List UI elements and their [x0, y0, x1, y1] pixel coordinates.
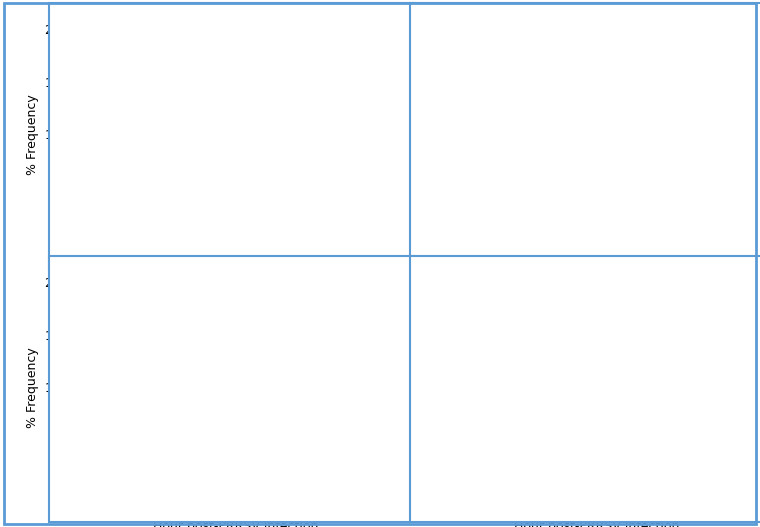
CD4+PS+ cell: [301, 79, 310, 85]
Legend: TFL4+PS+ cell, CD8+highPS+ cell, CD4+PS+ cell: TFL4+PS+ cell, CD8+highPS+ cell, CD4+PS+…: [435, 225, 760, 235]
TFL4+PS+ cell: [662, 63, 671, 69]
CD4+PS+ cell: [662, 57, 671, 64]
CD8+highPS+ cell: [516, 432, 525, 438]
CD4+PS+ cell: [119, 112, 128, 119]
CD4+PS+ cell: [662, 316, 671, 322]
CD4+PS+ cell: [155, 129, 164, 135]
CD8+PS+ cell: [82, 192, 91, 199]
TFL4+PS+ cell: [735, 60, 744, 66]
Line: CD4+PS+ cell: CD4+PS+ cell: [84, 297, 382, 462]
CD8+PS+ cell: [589, 186, 598, 192]
CD8+PS+ cell: [155, 131, 164, 138]
TFL4+PS+ cell: [119, 123, 128, 129]
TFL4+PS+ cell: [443, 477, 452, 483]
CD8+PS+ cell: [516, 149, 525, 155]
TFL4+PS+ cell: [374, 308, 383, 315]
CD4+PS+ cell: [589, 437, 598, 443]
TFL4+PS+ cell: [662, 458, 671, 464]
CD8+PS+ cell: [301, 121, 310, 127]
TFL4+PS+ cell: [155, 147, 164, 153]
X-axis label: Hour post-PRRSV infection: Hour post-PRRSV infection: [153, 520, 318, 527]
X-axis label: Hours POst-PRRSV Infection: Hours POst-PRRSV Infection: [510, 267, 683, 280]
TFL4+PS+ cell: [735, 463, 744, 470]
Y-axis label: % Frequency: % Frequency: [387, 347, 400, 428]
CD8+highPS+ cell: [374, 471, 383, 477]
Title: Sow2 effector and autologous target: Sow2 effector and autologous target: [101, 12, 370, 26]
TFL4+PS+ cell: [480, 447, 489, 454]
TFL4+PS+ cell: [301, 337, 310, 343]
Line: CD4+PS+ cell: CD4+PS+ cell: [445, 306, 743, 474]
TFL4+PS+ cell: [480, 163, 489, 169]
CD4+PS+ cell: [443, 203, 452, 209]
CD4+PS+ cell: [735, 47, 744, 53]
CD8+PS+ cell: [443, 204, 452, 210]
Line: CD8+PS+ cell: CD8+PS+ cell: [445, 102, 743, 210]
CD8+highPS+ cell: [662, 460, 671, 466]
TFL4+PS+ cell: [516, 428, 525, 435]
Y-axis label: % Frequency: % Frequency: [26, 347, 39, 428]
Line: TFL4+PS+ cell: TFL4+PS+ cell: [445, 429, 743, 483]
Line: CD8+PS+ cell: CD8+PS+ cell: [84, 111, 382, 198]
TFL4+PS+ cell: [589, 194, 598, 201]
CD4+PS+ cell: [228, 152, 237, 159]
CD8+highPS+ cell: [443, 474, 452, 480]
CD8+PS+ cell: [662, 102, 671, 108]
Line: TFL4+PS+ cell: TFL4+PS+ cell: [84, 309, 382, 474]
CD8+PS+ cell: [374, 110, 383, 116]
CD4+PS+ cell: [119, 368, 128, 375]
Legend: TFL4+PS+ cell, CD8+highPS+ cell, CD4+PS+ cell: TFL4+PS+ cell, CD8+highPS+ cell, CD4+PS+…: [74, 225, 421, 235]
CD8+PS+ cell: [119, 119, 128, 125]
CD8+highPS+ cell: [82, 471, 91, 477]
CD8+highPS+ cell: [228, 455, 237, 461]
CD8+highPS+ cell: [735, 469, 744, 475]
Line: CD8+highPS+ cell: CD8+highPS+ cell: [445, 432, 743, 480]
CD4+PS+ cell: [480, 149, 489, 155]
X-axis label: Hours Post-PRRSV Infection: Hours Post-PRRSV Infection: [150, 267, 321, 280]
TFL4+PS+ cell: [516, 171, 525, 178]
CD8+highPS+ cell: [480, 456, 489, 462]
CD4+PS+ cell: [82, 456, 91, 462]
TFL4+PS+ cell: [374, 55, 383, 62]
Title: Sow 2 effector and autologous target: Sow 2 effector and autologous target: [99, 265, 372, 279]
Line: CD4+PS+ cell: CD4+PS+ cell: [445, 47, 743, 209]
CD8+highPS+ cell: [119, 416, 128, 422]
TFL4+PS+ cell: [301, 89, 310, 95]
TFL4+PS+ cell: [82, 216, 91, 222]
X-axis label: Hour post-PRRSV infection: Hour post-PRRSV infection: [514, 520, 679, 527]
Title: Sow 2 effector and sow 676 target: Sow 2 effector and sow 676 target: [470, 265, 724, 279]
TFL4+PS+ cell: [228, 152, 237, 159]
CD8+highPS+ cell: [155, 407, 164, 414]
Title: Sow2 effector and Sow676 target: Sow2 effector and Sow676 target: [473, 12, 720, 26]
TFL4+PS+ cell: [155, 400, 164, 406]
Y-axis label: % Frequency: % Frequency: [26, 94, 39, 175]
CD4+PS+ cell: [155, 384, 164, 391]
TFL4+PS+ cell: [228, 424, 237, 431]
CD4+PS+ cell: [480, 405, 489, 412]
CD4+PS+ cell: [443, 469, 452, 475]
CD4+PS+ cell: [301, 334, 310, 340]
TFL4+PS+ cell: [589, 447, 598, 454]
Y-axis label: % Frequency: % Frequency: [387, 94, 400, 175]
CD4+PS+ cell: [516, 149, 525, 155]
CD4+PS+ cell: [516, 405, 525, 412]
CD4+PS+ cell: [228, 407, 237, 414]
Line: CD8+highPS+ cell: CD8+highPS+ cell: [84, 408, 382, 476]
CD4+PS+ cell: [374, 42, 383, 48]
Line: TFL4+PS+ cell: TFL4+PS+ cell: [84, 56, 382, 221]
CD4+PS+ cell: [82, 189, 91, 196]
CD4+PS+ cell: [589, 184, 598, 190]
CD8+PS+ cell: [480, 163, 489, 169]
TFL4+PS+ cell: [82, 469, 91, 475]
Line: TFL4+PS+ cell: TFL4+PS+ cell: [445, 60, 743, 232]
CD4+PS+ cell: [374, 297, 383, 303]
Line: CD4+PS+ cell: CD4+PS+ cell: [84, 42, 382, 195]
CD8+PS+ cell: [735, 123, 744, 129]
CD4+PS+ cell: [735, 305, 744, 311]
CD8+highPS+ cell: [589, 456, 598, 462]
TFL4+PS+ cell: [443, 226, 452, 232]
CD8+highPS+ cell: [301, 466, 310, 473]
CD8+PS+ cell: [228, 170, 237, 177]
TFL4+PS+ cell: [119, 376, 128, 382]
